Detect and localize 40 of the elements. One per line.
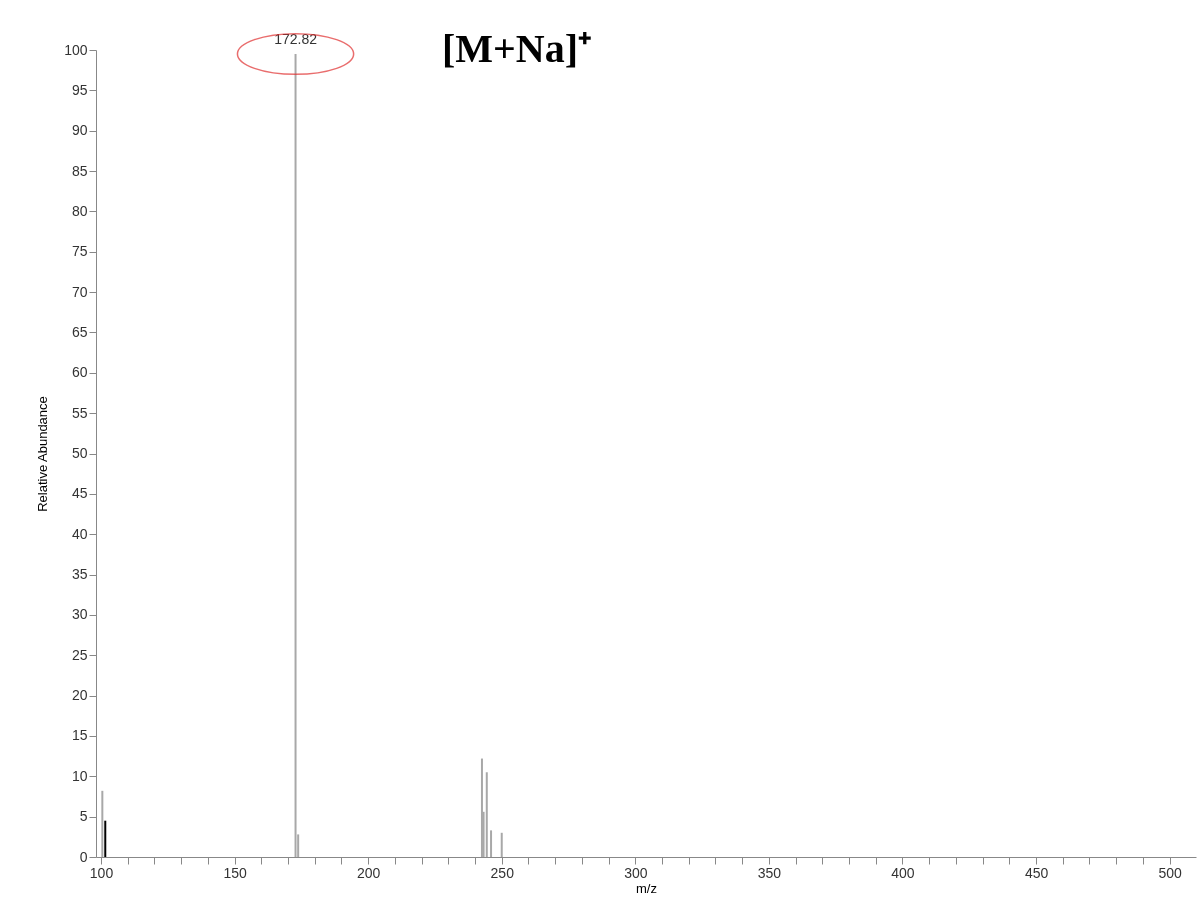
annotation: 172.82 [274, 31, 318, 48]
y-tick-label: 5 [79, 808, 88, 825]
x-tick-label: 400 [891, 864, 915, 881]
y-tick-label: 35 [71, 566, 88, 583]
x-tick-label: 150 [223, 864, 247, 881]
y-tick-label: 0 [79, 848, 88, 865]
bar [480, 758, 483, 857]
y-tick-label: 80 [71, 202, 88, 219]
y-tick-label: 70 [71, 283, 88, 300]
x-tick-label: 450 [1024, 864, 1049, 881]
y-tick-label: 90 [71, 122, 88, 139]
y-tick-label: 100 [64, 41, 88, 58]
y-tick-label: 20 [71, 687, 88, 704]
bar [104, 820, 107, 857]
bar [101, 790, 104, 857]
x-tick-label: 200 [356, 864, 381, 881]
y-tick-label: 30 [71, 606, 88, 623]
x-tick-label: 300 [624, 864, 648, 881]
y-tick-label: 10 [71, 767, 88, 784]
bar [490, 830, 493, 857]
y-tick-label: 40 [71, 525, 88, 542]
y-tick-label: 95 [71, 81, 88, 98]
x-tick-label: 500 [1158, 864, 1183, 881]
y-axis-title: Relative Abundance [35, 396, 51, 512]
y-tick-label: 75 [71, 243, 88, 260]
x-tick-label: 350 [757, 864, 782, 881]
bar [294, 54, 297, 857]
annotation: [M+Na]⁺ [442, 26, 593, 71]
y-tick-label: 50 [71, 445, 88, 461]
y-tick-label: 85 [71, 162, 88, 179]
y-tick-label: 45 [71, 485, 88, 502]
bar [500, 832, 503, 857]
bar [485, 772, 488, 857]
y-tick-label: 15 [71, 727, 88, 744]
y-tick-label: 65 [71, 323, 88, 340]
x-tick-label: 250 [490, 864, 515, 881]
y-tick-label: 55 [71, 404, 88, 421]
y-tick-label: 25 [71, 646, 88, 663]
y-tick-label: 60 [71, 364, 88, 381]
x-axis-title: m/z [636, 880, 657, 896]
